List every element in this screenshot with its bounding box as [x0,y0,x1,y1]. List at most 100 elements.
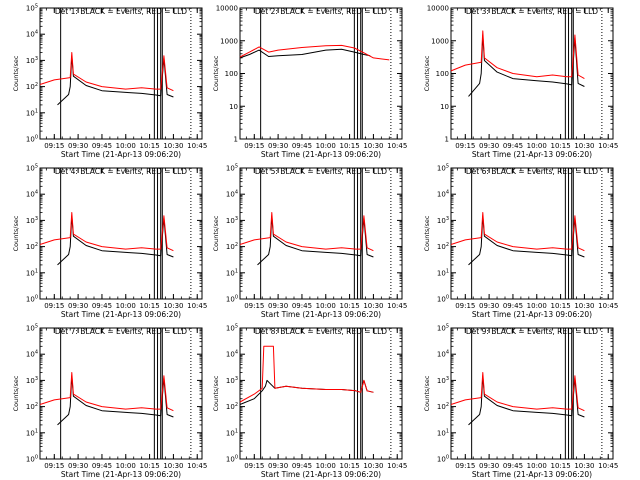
x-tick-label: 10:00 [527,142,547,150]
x-tick-label: 10:45 [187,142,207,150]
x-tick-label: 10:15 [339,142,359,150]
x-tick-label: 10:45 [598,462,618,470]
series-line [57,55,174,106]
plot-frame [39,327,203,460]
y-tick-label: 100 [226,295,238,304]
y-tick-label: 102 [226,242,238,251]
x-tick-label: 10:30 [163,302,183,310]
x-tick-label: 10:45 [387,462,407,470]
y-tick-label: 101 [26,428,38,437]
x-tick-label: 10:30 [363,302,383,310]
y-tick-label: 104 [26,190,38,199]
x-tick-label: 09:15 [44,462,64,470]
x-axis-label: Start Time (21-Apr-13 09:06:20) [261,150,381,159]
x-axis-label: Start Time (21-Apr-13 09:06:20) [472,470,592,479]
series-line [450,30,585,80]
x-tick-label: 09:15 [455,142,475,150]
chart-title: Det 6: BLACK = Events, RED = LLD [466,167,598,176]
y-tick-label: 105 [26,164,38,173]
y-tick-label: 1 [445,136,449,144]
x-axis-label: Start Time (21-Apr-13 09:06:20) [61,470,181,479]
series-line [257,215,374,266]
y-tick-label: 103 [437,376,449,385]
y-axis-label: Counts/sec [212,375,220,411]
x-tick-label: 10:45 [187,462,207,470]
x-tick-label: 09:45 [92,142,112,150]
x-tick-label: 09:30 [68,302,88,310]
x-tick-label: 09:45 [292,462,312,470]
x-tick-label: 10:15 [550,302,570,310]
y-axis-label: Counts/sec [423,375,431,411]
y-tick-label: 101 [226,428,238,437]
y-tick-label: 102 [226,402,238,411]
y-tick-label: 102 [26,82,38,91]
y-axis-label: Counts/sec [423,55,431,91]
series-line [57,215,174,266]
y-tick-label: 104 [226,190,238,199]
y-tick-label: 103 [226,216,238,225]
x-tick-label: 10:45 [187,302,207,310]
plot-frame [39,167,203,300]
y-tick-label: 101 [26,268,38,277]
series-line [57,375,174,426]
series-line [468,215,585,266]
chart-panel: 1 10 100 1000 10000 09:15 09:30 09:45 10:00 10:15… [212,5,407,160]
chart-title: Det 1: BLACK = Events, RED = LLD [55,7,187,16]
x-tick-label: 09:30 [268,462,288,470]
x-axis-label: Start Time (21-Apr-13 09:06:20) [472,310,592,319]
x-axis-label: Start Time (21-Apr-13 09:06:20) [61,310,181,319]
series-line [39,372,174,412]
chart-title: Det 4: BLACK = Events, RED = LLD [55,167,187,176]
x-tick-label: 10:45 [598,142,618,150]
x-tick-label: 10:00 [316,302,336,310]
x-tick-label: 10:30 [574,462,594,470]
y-tick-label: 100 [226,455,238,464]
y-tick-label: 102 [26,242,38,251]
chart-panel: 1 10 100 1000 10000 09:15 09:30 09:45 10:00 10:15… [423,5,618,160]
plot-frame [239,327,403,460]
x-tick-label: 09:45 [503,302,523,310]
x-tick-label: 10:30 [574,142,594,150]
y-tick-label: 103 [437,216,449,225]
x-tick-label: 09:15 [244,142,264,150]
plot-frame [450,327,614,460]
x-tick-label: 10:30 [363,142,383,150]
y-tick-label: 104 [226,350,238,359]
y-tick-label: 10 [440,103,449,111]
y-tick-label: 105 [226,324,238,333]
y-tick-label: 100 [437,295,449,304]
x-tick-label: 09:45 [503,142,523,150]
y-tick-label: 1 [234,136,238,144]
y-axis-label: Counts/sec [12,215,20,251]
y-tick-label: 104 [437,350,449,359]
x-tick-label: 09:15 [44,142,64,150]
series-line [39,212,174,252]
plot-frame [239,167,403,300]
y-tick-label: 103 [26,216,38,225]
x-axis-label: Start Time (21-Apr-13 09:06:20) [261,310,381,319]
x-tick-label: 10:15 [550,462,570,470]
x-tick-label: 10:15 [339,302,359,310]
x-tick-label: 09:15 [44,302,64,310]
y-tick-label: 105 [26,4,38,13]
x-axis-label: Start Time (21-Apr-13 09:06:20) [61,150,181,159]
series-line [239,48,371,59]
x-tick-label: 10:30 [574,302,594,310]
y-tick-label: 100 [225,70,238,78]
y-tick-label: 104 [437,190,449,199]
y-tick-label: 10000 [216,5,238,13]
y-tick-label: 102 [437,402,449,411]
y-tick-label: 101 [26,108,38,117]
x-tick-label: 09:30 [479,142,499,150]
x-tick-label: 09:30 [68,462,88,470]
y-tick-label: 102 [437,242,449,251]
x-tick-label: 10:00 [116,142,136,150]
chart-title: Det 5: BLACK = Events, RED = LLD [255,167,387,176]
series-line [239,44,390,61]
y-tick-label: 100 [26,455,38,464]
